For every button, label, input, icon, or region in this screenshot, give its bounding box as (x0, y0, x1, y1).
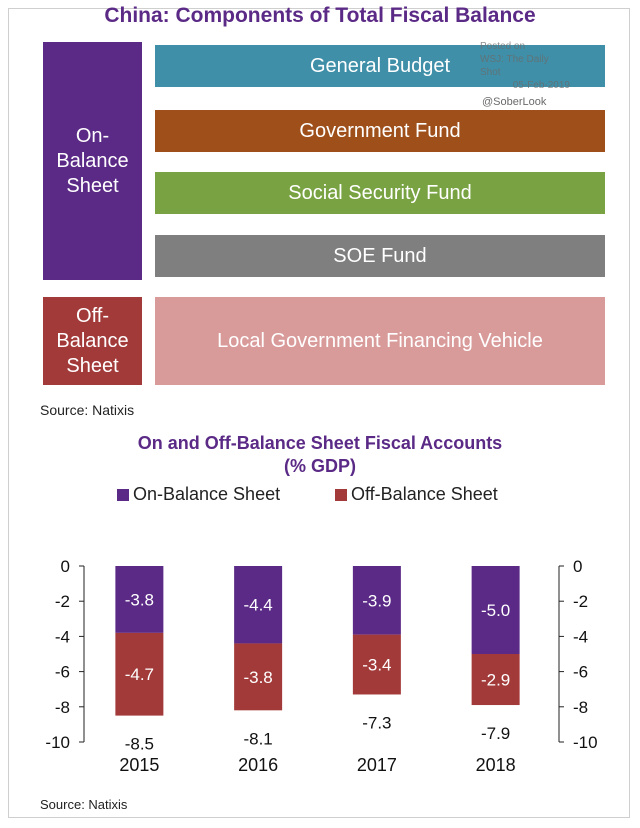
x-tick-label: 2016 (238, 755, 278, 775)
bar-off-balance (471, 654, 520, 706)
legend-swatch-off-balance (335, 488, 347, 501)
y-tick-label-left: -10 (45, 733, 70, 752)
bar-data-label: -3.8 (125, 590, 154, 609)
handle-watermark: @SoberLook (482, 96, 547, 108)
bar-on-balance (234, 566, 283, 644)
chart-subtitle: (% GDP) (284, 456, 356, 476)
component-general-budget: General Budget (155, 45, 605, 87)
on-balance-sheet-box: On- Balance Sheet (43, 42, 142, 280)
bar-data-label: -3.9 (362, 591, 391, 610)
off-balance-sheet-label: Off- Balance Sheet (56, 304, 129, 377)
y-tick-label-right: -4 (573, 627, 588, 646)
outlet-text: WSJ: The Daily Shot (480, 54, 549, 78)
bar-on-balance (115, 566, 164, 633)
bar-data-label: -4.4 (243, 596, 272, 615)
legend-label-on-balance: On-Balance Sheet (133, 484, 281, 504)
posted-text: Posted on (480, 41, 526, 52)
total-label: -7.9 (481, 724, 510, 743)
y-tick-label-right: -2 (573, 592, 588, 611)
y-tick-label-left: -8 (55, 698, 70, 717)
y-tick-label-left: -6 (55, 663, 70, 682)
bar-off-balance (234, 643, 283, 711)
component-label: Social Security Fund (288, 181, 472, 204)
x-tick-label: 2018 (476, 755, 516, 775)
diagram-source: Source: Natixis (40, 402, 135, 418)
legend-swatch-on-balance (117, 488, 129, 501)
posted-watermark: Posted on WSJ: The Daily Shot 05-Feb-201… (480, 40, 570, 92)
y-tick-label-right: -8 (573, 698, 588, 717)
bar-on-balance (471, 566, 520, 654)
bar-off-balance (115, 632, 164, 716)
legend-label-off-balance: Off-Balance Sheet (351, 484, 498, 504)
component-social-security-fund: Social Security Fund (155, 172, 605, 214)
component-government-fund: Government Fund (155, 110, 605, 152)
y-tick-label-right: -6 (573, 663, 588, 682)
component-label: Local Government Financing Vehicle (217, 329, 543, 352)
y-tick-label-left: 0 (61, 557, 70, 576)
bar-data-label: -5.0 (481, 601, 510, 620)
y-tick-label-right: 0 (573, 557, 582, 576)
y-tick-label-left: -2 (55, 592, 70, 611)
component-label: Government Fund (299, 119, 461, 142)
diagram-title: China: Components of Total Fiscal Balanc… (104, 4, 536, 27)
total-label: -8.5 (125, 735, 154, 754)
component-label: SOE Fund (333, 244, 427, 267)
legend-off-balance: Off-Balance Sheet (335, 484, 498, 505)
bar-on-balance (352, 566, 401, 635)
component-label: General Budget (309, 54, 451, 77)
chart-title: On and Off-Balance Sheet Fiscal Accounts (137, 433, 503, 453)
x-tick-label: 2015 (119, 755, 159, 775)
component-soe-fund: SOE Fund (155, 235, 605, 277)
bar-data-label: -3.4 (362, 656, 391, 675)
on-balance-sheet-label: On- Balance Sheet (56, 124, 129, 197)
legend-on-balance: On-Balance Sheet (117, 484, 280, 505)
y-tick-label-right: -10 (573, 733, 598, 752)
date-text: 05-Feb-2019 (512, 80, 570, 91)
total-label: -7.3 (362, 713, 391, 732)
bar-data-label: -2.9 (481, 671, 510, 690)
bar-off-balance (352, 634, 401, 695)
bar-data-label: -4.7 (125, 665, 154, 684)
component-lgfv: Local Government Financing Vehicle (155, 297, 605, 385)
chart-source: Source: Natixis (40, 797, 128, 812)
y-tick-label-left: -4 (55, 627, 70, 646)
off-balance-sheet-box: Off- Balance Sheet (43, 297, 142, 385)
total-label: -8.1 (243, 729, 272, 748)
x-tick-label: 2017 (357, 755, 397, 775)
bar-data-label: -3.8 (243, 668, 272, 687)
